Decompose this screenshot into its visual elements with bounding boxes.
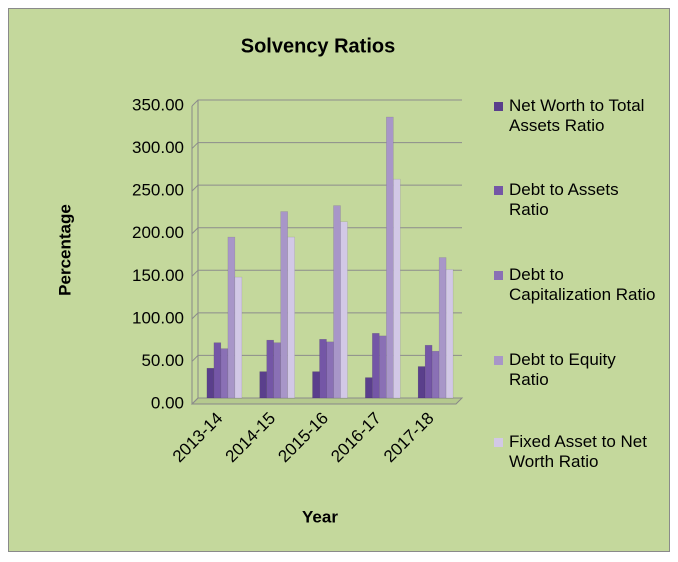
bar (424, 344, 433, 399)
bar (227, 236, 236, 399)
bar (259, 371, 267, 399)
bar (393, 178, 401, 399)
legend-swatch (494, 438, 503, 447)
bar (280, 211, 288, 399)
bar (326, 341, 334, 399)
bar (206, 367, 215, 399)
bar (234, 276, 243, 399)
bar (372, 333, 380, 399)
grid-line (191, 99, 462, 107)
legend-label: Net Worth to Total Assets Ratio (509, 96, 645, 135)
x-tick-label: 2014-15 (222, 409, 280, 467)
legend-swatch (494, 102, 503, 111)
bar (220, 348, 229, 399)
bar (386, 116, 394, 399)
legend-label: Fixed Asset to Net Worth Ratio (509, 432, 647, 471)
y-tick-label: 250.00 (132, 181, 184, 200)
legend-swatch (494, 356, 503, 365)
y-tick-label: 150.00 (132, 266, 184, 285)
y-tick-label: 300.00 (132, 138, 184, 157)
bar (431, 350, 440, 399)
bar (266, 339, 274, 399)
bar (213, 342, 222, 399)
legend-label: Debt to Capitalization Ratio (509, 265, 656, 304)
grid-line (191, 184, 462, 192)
grid-line (191, 312, 462, 320)
floor (190, 397, 464, 405)
bar (379, 335, 387, 399)
y-tick-label: 100.00 (132, 308, 184, 327)
y-tick-label: 0.00 (151, 393, 184, 412)
y-axis-label: Percentage (55, 204, 74, 296)
bar (340, 221, 348, 399)
x-tick-label: 2016-17 (327, 409, 385, 467)
legend-swatch (494, 186, 503, 195)
y-tick-label: 50.00 (141, 351, 184, 370)
bar (365, 377, 373, 399)
grid-line (191, 142, 462, 149)
chart-title: Solvency Ratios (241, 35, 396, 57)
x-axis-label: Year (302, 507, 338, 526)
grid-line (191, 269, 462, 277)
bar (438, 257, 447, 399)
bar (273, 342, 281, 399)
y-tick-label: 200.00 (132, 223, 184, 242)
bar (417, 366, 426, 399)
bar (333, 205, 341, 399)
legend-swatch (494, 271, 503, 280)
bar (445, 269, 454, 399)
bar (287, 236, 295, 399)
bar (312, 371, 320, 399)
bar (319, 339, 327, 399)
y-tick-label: 350.00 (132, 95, 184, 114)
legend-label: Debt to Equity Ratio (509, 350, 616, 389)
x-tick-label: 2013-14 (169, 409, 227, 467)
legend-label: Debt to Assets Ratio (509, 180, 619, 219)
x-tick-label: 2015-16 (274, 409, 332, 467)
x-tick-label: 2017-18 (380, 409, 438, 467)
grid-line (191, 227, 462, 235)
